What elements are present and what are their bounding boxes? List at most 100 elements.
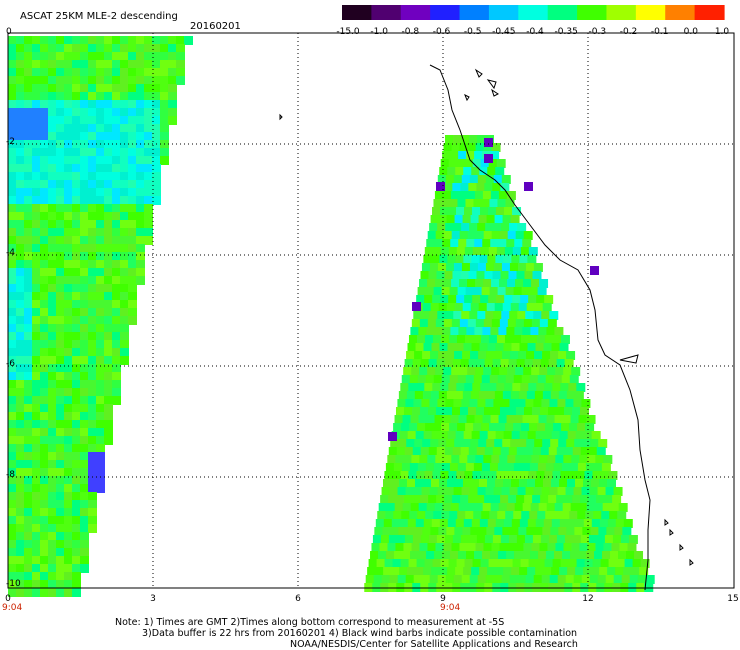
data-cell [515, 543, 525, 552]
data-cell [512, 383, 522, 392]
data-cell [88, 164, 97, 173]
data-cell [514, 551, 524, 560]
data-cell [88, 236, 97, 245]
data-cell [438, 351, 448, 360]
data-cell [424, 247, 434, 256]
data-cell [104, 196, 113, 205]
data-cell [553, 423, 563, 432]
data-cell [56, 324, 65, 333]
data-cell [550, 527, 560, 536]
data-cell [48, 316, 57, 325]
data-cell [457, 511, 467, 520]
data-cell [455, 167, 465, 176]
data-cell [128, 252, 137, 261]
data-cell [491, 279, 501, 288]
data-cell [24, 84, 33, 93]
data-cell [610, 503, 620, 512]
data-cell [489, 287, 499, 296]
data-cell [16, 524, 25, 533]
data-cell [64, 452, 73, 461]
data-cell [152, 124, 161, 133]
data-cell [432, 383, 442, 392]
data-cell [64, 348, 73, 357]
data-cell [443, 231, 453, 240]
data-cell [540, 495, 550, 504]
data-cell [465, 287, 475, 296]
data-cell [136, 164, 145, 173]
data-cell [48, 292, 57, 301]
data-cell [447, 479, 457, 488]
data-cell [96, 396, 105, 405]
data-cell [56, 444, 65, 453]
data-cell [580, 447, 590, 456]
data-cell [395, 455, 405, 464]
data-cell [380, 495, 390, 504]
data-cell [120, 124, 129, 133]
data-cell [64, 180, 73, 189]
data-cell [503, 431, 513, 440]
data-cell [64, 60, 73, 69]
data-cell [480, 559, 490, 568]
data-cell [24, 60, 33, 69]
data-cell [72, 484, 81, 493]
data-cell [128, 164, 137, 173]
data-cell [503, 567, 513, 576]
data-cell [446, 391, 456, 400]
data-cell [437, 311, 447, 320]
data-cell [396, 447, 406, 456]
data-cell [136, 236, 145, 245]
data-cell [431, 255, 441, 264]
data-cell [160, 84, 169, 93]
data-cell [618, 503, 628, 512]
data-cell [565, 399, 575, 408]
data-cell [128, 100, 137, 109]
data-cell [40, 244, 49, 253]
data-cell [447, 255, 457, 264]
data-cell [32, 36, 41, 45]
data-cell [56, 228, 65, 237]
data-cell [8, 428, 17, 437]
data-cell [482, 239, 492, 248]
data-cell [365, 575, 375, 584]
data-cell [621, 575, 631, 584]
data-cell [386, 503, 396, 512]
data-cell [8, 492, 17, 501]
data-cell [492, 359, 502, 368]
data-cell [453, 487, 463, 496]
coastline-path [429, 64, 651, 591]
data-cell [64, 364, 73, 373]
data-cell [430, 351, 440, 360]
data-cell [423, 567, 433, 576]
data-cell [80, 436, 89, 445]
data-cell [456, 471, 466, 480]
data-cell [456, 335, 466, 344]
data-cell [152, 188, 161, 197]
data-cell [96, 132, 105, 141]
data-cell [564, 535, 574, 544]
data-cell [436, 535, 446, 544]
data-cell [585, 463, 595, 472]
data-cell [160, 68, 169, 77]
data-cell [32, 372, 41, 381]
data-cell [152, 156, 161, 165]
data-cell [64, 276, 73, 285]
data-cell [551, 343, 561, 352]
data-cell [184, 36, 193, 45]
data-cell [112, 364, 121, 373]
data-cell [88, 44, 97, 53]
data-cell [120, 44, 129, 53]
y-tick-0: 0 [6, 27, 12, 37]
data-cell [80, 412, 89, 421]
data-cell [407, 567, 417, 576]
data-cell [168, 36, 177, 45]
data-cell [442, 191, 452, 200]
data-cell [504, 295, 514, 304]
data-cell [519, 567, 529, 576]
data-cell [501, 487, 511, 496]
data-cell [481, 287, 491, 296]
data-cell [500, 535, 510, 544]
data-cell [168, 100, 177, 109]
data-cell [8, 220, 17, 229]
data-cell [112, 380, 121, 389]
data-cell [96, 252, 105, 261]
